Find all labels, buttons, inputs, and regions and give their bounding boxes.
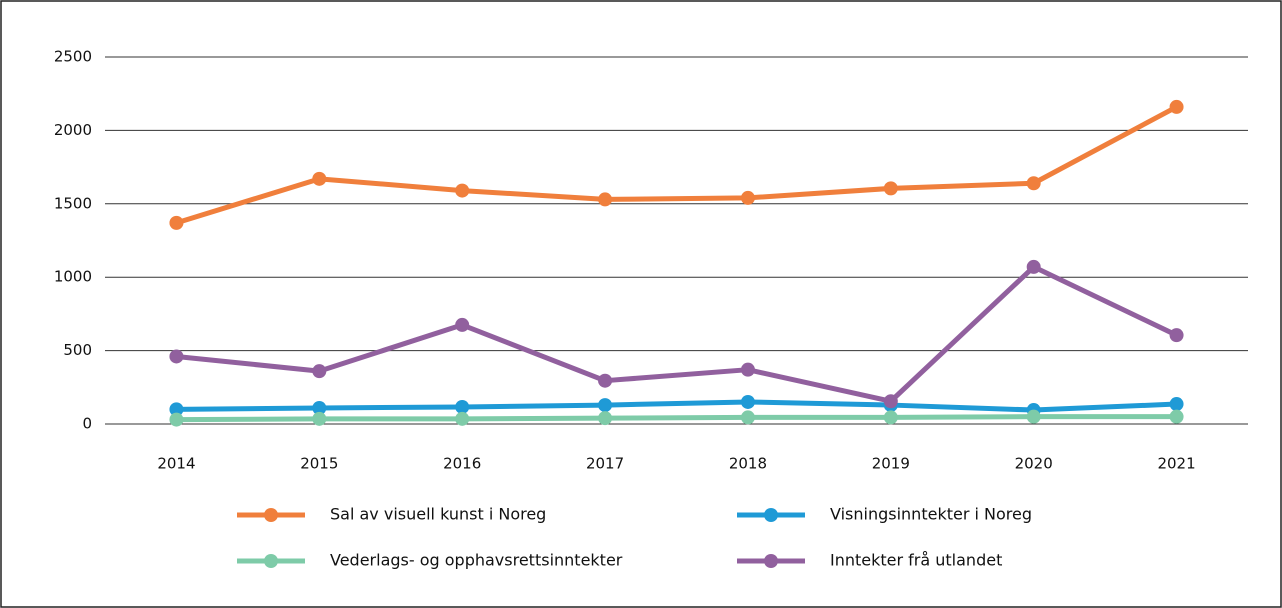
point (169, 412, 184, 427)
point (312, 400, 327, 415)
x-tick-label: 2017 (586, 455, 624, 473)
legend-label: Sal av visuell kunst i Noreg (330, 505, 546, 524)
point (1026, 259, 1041, 274)
legend-label: Visningsinntekter i Noreg (830, 505, 1032, 524)
legend-label: Vederlags- og opphavsrettsinntekter (330, 551, 623, 570)
point (598, 192, 613, 207)
legend-marker (264, 508, 278, 522)
legend-label: Inntekter frå utlandet (830, 551, 1002, 570)
point (1169, 409, 1184, 424)
x-tick-label: 2021 (1157, 455, 1195, 473)
point (312, 364, 327, 379)
point (598, 398, 613, 413)
series-line (176, 399, 1177, 413)
point (883, 410, 898, 425)
x-tick-label: 2018 (729, 455, 767, 473)
legend-marker (764, 554, 778, 568)
point (1026, 176, 1041, 191)
y-tick-label: 2500 (54, 48, 92, 66)
point (455, 183, 470, 198)
point (740, 190, 755, 205)
point (598, 373, 613, 388)
point (455, 411, 470, 426)
point (883, 394, 898, 409)
y-tick-label: 500 (63, 341, 92, 359)
series-line (175, 104, 1178, 226)
point (1169, 397, 1184, 412)
series-line (176, 264, 1178, 404)
x-tick-label: 2015 (300, 455, 338, 473)
x-tick-label: 2016 (443, 455, 481, 473)
legend-marker (264, 554, 278, 568)
point (169, 349, 184, 364)
point (312, 171, 327, 186)
point (455, 317, 470, 332)
x-tick-label: 2020 (1015, 455, 1053, 473)
y-tick-label: 2000 (54, 121, 92, 139)
x-tick-label: 2014 (157, 455, 195, 473)
point (312, 411, 327, 426)
point (1169, 99, 1184, 114)
x-tick-label: 2019 (872, 455, 910, 473)
point (883, 181, 898, 196)
point (740, 410, 755, 425)
point (1026, 409, 1041, 424)
point (1169, 328, 1184, 343)
point (169, 215, 184, 230)
y-tick-label: 1000 (54, 268, 92, 286)
point (455, 399, 470, 414)
y-tick-label: 1500 (54, 194, 92, 212)
legend-marker (764, 508, 778, 522)
point (740, 394, 755, 409)
point (598, 411, 613, 426)
point (169, 402, 184, 417)
point (740, 362, 755, 377)
y-tick-label: 0 (82, 415, 92, 433)
series-line (176, 414, 1177, 423)
